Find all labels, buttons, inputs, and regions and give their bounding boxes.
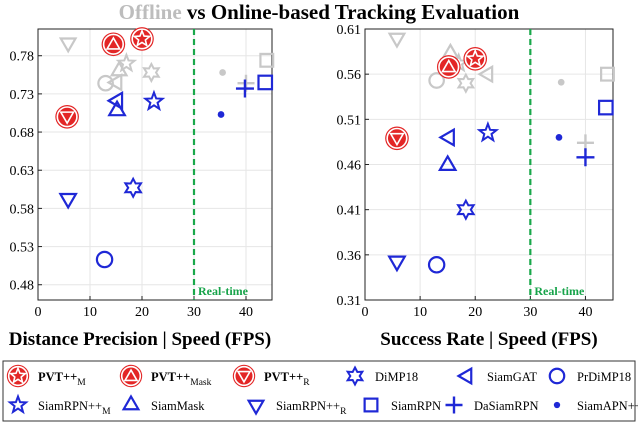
- online-point-circle_tridown: [55, 104, 79, 129]
- legend-label: DaSiamRPN: [474, 399, 539, 413]
- figure-title: Offline vs Online-based Tracking Evaluat…: [0, 0, 638, 25]
- legend-marker-circle_triup: [119, 364, 143, 388]
- offline-point-circle: [428, 72, 445, 89]
- offline-point-tri_down: [387, 32, 407, 49]
- y-tick-label: 0.58: [10, 202, 35, 217]
- title-offline: Offline: [118, 0, 182, 24]
- online-point-circle_triup: [436, 55, 461, 79]
- y-tick-label: 0.56: [337, 68, 362, 83]
- online-point-tri_down: [387, 255, 407, 273]
- offline-point-tri_down: [58, 37, 78, 54]
- online-point-circle: [95, 250, 114, 269]
- offline-point-star: [115, 51, 138, 73]
- online-point-tri_down: [58, 192, 78, 210]
- legend-marker-circle_tridown: [232, 364, 256, 388]
- online-point-circle_star: [130, 27, 154, 51]
- online-point-circle_star: [463, 47, 488, 71]
- x-tick-label: 10: [413, 305, 427, 320]
- legend-marker-tri_left: [456, 366, 473, 386]
- online-point-star6: [456, 198, 476, 221]
- realtime-label: Real-time: [198, 284, 249, 298]
- offline-point-star6: [142, 61, 161, 84]
- online-point-square: [597, 99, 614, 116]
- legend-marker-dot: [553, 401, 561, 409]
- offline-point-circle: [97, 74, 114, 92]
- y-tick-label: 0.31: [337, 294, 362, 309]
- x-tick-label: 40: [578, 305, 592, 320]
- left-chart-panel: 0 10 20 30 40 0.48 0.53 0.58 0.63 0.68 0.73 0.78 Dis…: [9, 27, 275, 350]
- offline-point-tri_up: [109, 60, 129, 77]
- legend-label: SiamRPN: [391, 399, 441, 413]
- x-tick-label: 20: [135, 305, 149, 320]
- online-point-plus: [235, 79, 254, 98]
- legend-label: DiMP18: [375, 370, 418, 384]
- offline-point-tri_left: [106, 73, 123, 92]
- y-tick-label: 0.48: [10, 279, 35, 294]
- y-tick-label: 0.46: [337, 159, 362, 174]
- realtime-label: Real-time: [534, 284, 585, 298]
- y-tick-label: 0.41: [337, 204, 362, 219]
- y-tick-label: 0.61: [337, 23, 362, 38]
- legend-label: SiamAPN++: [577, 399, 638, 413]
- x-axis-label: Success Rate | Speed (FPS): [380, 329, 597, 350]
- x-tick-label: 40: [239, 305, 253, 320]
- legend-label: PrDiMP18: [577, 370, 631, 384]
- y-tick-label: 0.36: [337, 249, 362, 264]
- legend-marker-tri_down: [246, 399, 266, 416]
- legend-label: PVT++M: [38, 370, 86, 388]
- right-chart-panel: 0 10 20 30 40 0.31 0.36 0.41 0.46 0.51 0.56 0.61 Suc…: [337, 23, 615, 350]
- online-point-star6: [123, 176, 143, 199]
- legend: PVT++M PVT++Mask PVT++R DiMP18 SiamGAT PrDiMP…: [2, 360, 638, 422]
- online-point-circle_triup: [101, 32, 126, 57]
- online-point-star: [142, 89, 166, 112]
- legend-label: SiamRPN++M: [38, 399, 111, 417]
- x-tick-label: 10: [83, 305, 97, 320]
- offline-point-square: [600, 66, 615, 82]
- y-tick-label: 0.78: [10, 50, 35, 65]
- legend-marker-circle: [548, 367, 566, 385]
- x-tick-label: 30: [187, 305, 201, 320]
- legend-label: SiamMask: [151, 399, 205, 413]
- legend-marker-tri_up: [121, 394, 141, 411]
- y-tick-label: 0.73: [10, 88, 35, 103]
- online-point-circle: [427, 256, 446, 274]
- offline-point-square: [259, 52, 275, 68]
- legend-marker-star6: [345, 365, 365, 387]
- online-point-tri_left: [438, 127, 455, 148]
- y-tick-label: 0.63: [10, 164, 35, 179]
- legend-label: SiamGAT: [487, 370, 537, 384]
- x-axis-label: Distance Precision | Speed (FPS): [9, 329, 271, 350]
- online-point-dot: [555, 134, 563, 141]
- offline-point-star6: [456, 72, 476, 94]
- online-point-tri_up: [437, 154, 458, 171]
- x-tick-label: 30: [523, 305, 537, 320]
- axes-frame: [37, 28, 273, 301]
- y-tick-label: 0.68: [10, 126, 35, 141]
- online-point-circle_tridown: [385, 126, 409, 151]
- x-tick-label: 0: [35, 305, 42, 320]
- x-tick-label: 20: [468, 305, 482, 320]
- legend-box: [2, 360, 636, 422]
- legend-marker-plus: [445, 396, 463, 414]
- offline-point-dot: [557, 78, 565, 86]
- legend-label: PVT++R: [264, 370, 310, 388]
- online-point-star: [476, 121, 500, 143]
- online-point-square: [257, 74, 274, 91]
- x-tick-label: 0: [362, 305, 369, 320]
- legend-marker-circle_star: [6, 364, 30, 388]
- legend-marker-star: [7, 393, 29, 415]
- online-point-tri_up: [107, 99, 127, 117]
- y-tick-label: 0.53: [10, 241, 35, 256]
- online-point-dot: [217, 111, 225, 118]
- y-tick-label: 0.51: [337, 113, 362, 128]
- offline-point-tri_left: [477, 64, 494, 84]
- title-rest: vs Online-based Tracking Evaluation: [181, 0, 520, 24]
- legend-marker-square: [363, 397, 379, 413]
- legend-label: SiamRPN++R: [276, 399, 347, 417]
- offline-point-dot: [219, 69, 226, 76]
- online-point-plus: [576, 148, 595, 167]
